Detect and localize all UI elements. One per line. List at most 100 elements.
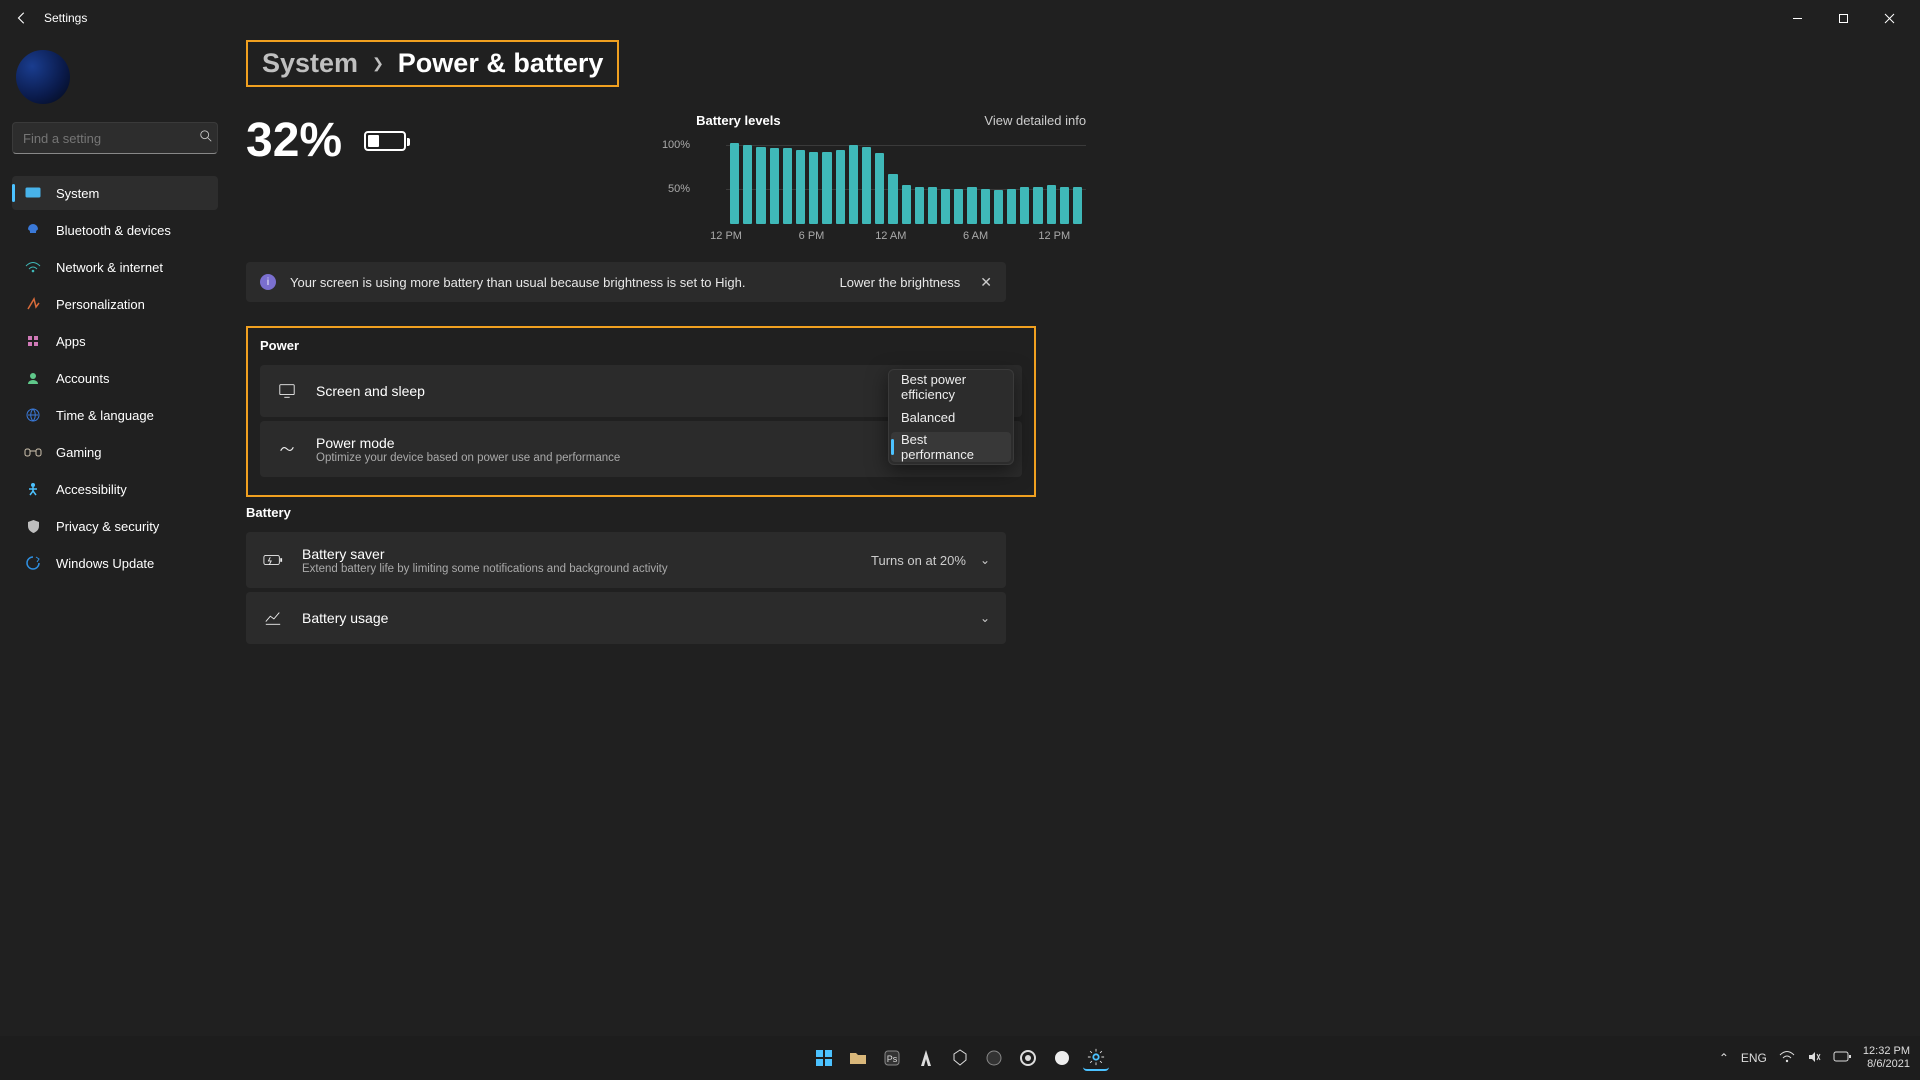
battery-overview: 32% Battery levels View detailed info 10… — [246, 113, 1880, 242]
battery-saver-icon — [262, 553, 284, 567]
chart-bar — [783, 148, 792, 224]
nav-item[interactable]: Privacy & security — [12, 509, 218, 543]
banner-action[interactable]: Lower the brightness — [840, 275, 961, 290]
chart-bar — [902, 185, 911, 224]
chevron-right-icon: ❯ — [372, 55, 384, 72]
chart-bar — [770, 148, 779, 224]
chart-bar — [875, 153, 884, 224]
saver-status: Turns on at 20% — [871, 553, 966, 568]
nav-item[interactable]: Bluetooth & devices — [12, 213, 218, 247]
nav-item[interactable]: System — [12, 176, 218, 210]
dropdown-option[interactable]: Best power efficiency — [891, 372, 1011, 402]
nav-item[interactable]: Accessibility — [12, 472, 218, 506]
search-box[interactable] — [12, 122, 218, 154]
back-button[interactable] — [8, 4, 36, 32]
chart-bar — [994, 190, 1003, 224]
system-tray: ⌃ ENG 12:32 PM 8/6/2021 — [1719, 1045, 1910, 1071]
nav-icon — [24, 332, 42, 350]
chart-bar — [954, 189, 963, 224]
chart-bar — [888, 174, 897, 224]
dropdown-option[interactable]: Balanced — [891, 402, 1011, 432]
power-mode-dropdown[interactable]: Best power efficiencyBalancedBest perfor… — [888, 369, 1014, 465]
x-label: 6 AM — [963, 230, 988, 242]
search-icon — [199, 129, 213, 148]
nav-label: Bluetooth & devices — [56, 223, 171, 238]
start-button[interactable] — [811, 1045, 837, 1071]
card-subtitle: Extend battery life by limiting some not… — [302, 563, 668, 575]
chart-bar — [1007, 189, 1016, 224]
search-input[interactable] — [23, 131, 199, 146]
app-icon[interactable] — [1049, 1045, 1075, 1071]
y-label: 50% — [668, 183, 696, 195]
taskbar: Ps ⌃ ENG 12:32 PM 8/6/2021 — [0, 1036, 1920, 1080]
nav-icon — [24, 369, 42, 387]
settings-icon[interactable] — [1083, 1045, 1109, 1071]
chart-bar — [796, 150, 805, 224]
card-title: Battery saver — [302, 546, 668, 562]
volume-icon[interactable] — [1807, 1050, 1821, 1067]
card-title: Screen and sleep — [316, 383, 425, 399]
tray-chevron-icon[interactable]: ⌃ — [1719, 1051, 1729, 1065]
nav-item[interactable]: Time & language — [12, 398, 218, 432]
user-avatar[interactable] — [16, 50, 70, 104]
main-content: System ❯ Power & battery 32% Battery lev… — [246, 40, 1920, 1080]
x-label: 12 PM — [710, 230, 742, 242]
window-title: Settings — [44, 11, 87, 25]
chart-bar — [1073, 187, 1082, 224]
nav-label: Windows Update — [56, 556, 154, 571]
nav-icon — [24, 258, 42, 276]
explorer-icon[interactable] — [845, 1045, 871, 1071]
nav-label: Accounts — [56, 371, 109, 386]
chart-bar — [862, 147, 871, 224]
nav-item[interactable]: Personalization — [12, 287, 218, 321]
tray-clock[interactable]: 12:32 PM 8/6/2021 — [1863, 1045, 1910, 1071]
info-icon: i — [260, 274, 276, 290]
chart-bar — [756, 147, 765, 224]
nav-label: Gaming — [56, 445, 102, 460]
nav-item[interactable]: Network & internet — [12, 250, 218, 284]
tray-battery-icon[interactable] — [1833, 1051, 1851, 1065]
close-button[interactable] — [1866, 2, 1912, 34]
nav-icon — [24, 295, 42, 313]
wifi-icon[interactable] — [1779, 1051, 1795, 1066]
nav-item[interactable]: Gaming — [12, 435, 218, 469]
power-mode-card[interactable]: Power mode Optimize your device based on… — [260, 421, 1022, 477]
chart-bar — [915, 187, 924, 224]
chevron-down-icon: ⌄ — [980, 611, 990, 625]
card-title: Power mode — [316, 435, 620, 451]
chart-bar — [967, 187, 976, 224]
power-section: Power Screen and sleep Power mode Optimi… — [246, 326, 1036, 497]
app-icon[interactable]: Ps — [879, 1045, 905, 1071]
battery-saver-card[interactable]: Battery saver Extend battery life by lim… — [246, 532, 1006, 588]
nav-label: Personalization — [56, 297, 145, 312]
dropdown-option[interactable]: Best performance — [891, 432, 1011, 462]
y-label: 100% — [662, 139, 696, 151]
nav-label: Privacy & security — [56, 519, 159, 534]
maximize-button[interactable] — [1820, 2, 1866, 34]
battery-icon — [364, 131, 406, 151]
nav-item[interactable]: Apps — [12, 324, 218, 358]
nav-label: Apps — [56, 334, 86, 349]
nav-icon — [24, 221, 42, 239]
titlebar: Settings — [0, 0, 1920, 36]
nav-item[interactable]: Windows Update — [12, 546, 218, 580]
tray-lang[interactable]: ENG — [1741, 1051, 1767, 1065]
battery-usage-card[interactable]: Battery usage ⌄ — [246, 592, 1006, 644]
nav-item[interactable]: Accounts — [12, 361, 218, 395]
chart-bar — [743, 145, 752, 224]
nav-label: Time & language — [56, 408, 154, 423]
app-icon[interactable] — [947, 1045, 973, 1071]
battery-section: Battery Battery saver Extend battery lif… — [246, 505, 1006, 644]
app-icon[interactable] — [913, 1045, 939, 1071]
banner-close-icon[interactable]: ✕ — [980, 274, 992, 291]
breadcrumb-parent[interactable]: System — [262, 48, 358, 79]
app-icon[interactable] — [1015, 1045, 1041, 1071]
chart-bar — [941, 189, 950, 224]
app-icon[interactable] — [981, 1045, 1007, 1071]
taskbar-center: Ps — [811, 1045, 1109, 1071]
view-detail-link[interactable]: View detailed info — [984, 113, 1086, 128]
section-title: Power — [260, 338, 1022, 353]
minimize-button[interactable] — [1774, 2, 1820, 34]
card-title: Battery usage — [302, 610, 388, 626]
info-banner: i Your screen is using more battery than… — [246, 262, 1006, 302]
